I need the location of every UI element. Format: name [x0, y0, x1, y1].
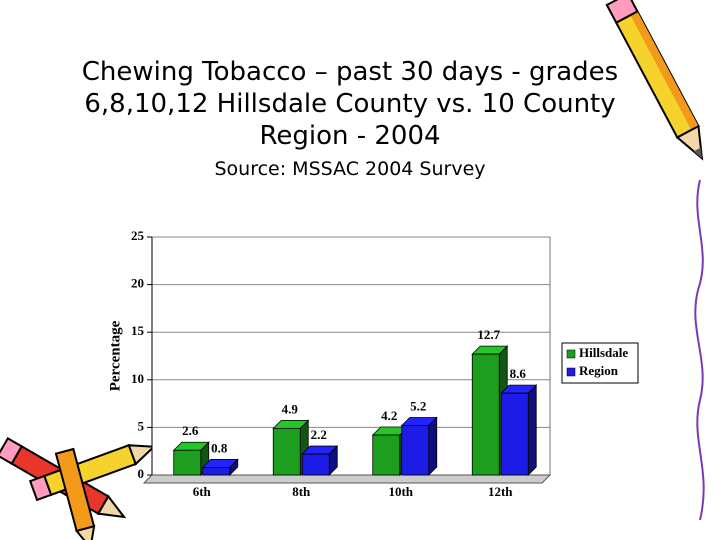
y-tick-label: 10: [131, 371, 144, 386]
bar: [471, 353, 500, 476]
y-tick-label: 20: [131, 276, 144, 291]
bar: [372, 434, 401, 476]
x-tick-label: 6th: [193, 484, 212, 499]
legend-swatch: [566, 349, 576, 359]
squiggle-decoration: [694, 179, 705, 521]
chart-subtitle: Source: MSSAC 2004 Survey: [214, 158, 486, 180]
value-label: 12.7: [477, 327, 500, 342]
value-label: 4.9: [282, 401, 299, 416]
value-label: 4.2: [381, 408, 397, 423]
x-tick-label: 8th: [292, 484, 311, 499]
bar: [301, 453, 330, 476]
value-label: 2.2: [311, 427, 327, 442]
bar-side: [527, 384, 537, 476]
y-tick-label: 5: [138, 418, 145, 433]
bar: [202, 466, 231, 476]
y-tick-label: 0: [138, 466, 145, 481]
legend-swatch: [566, 367, 576, 377]
bar: [401, 425, 430, 476]
bar-side: [428, 416, 438, 476]
bar: [173, 449, 202, 476]
x-tick-label: 10th: [388, 484, 413, 499]
chart-title: Chewing Tobacco – past 30 days - grades …: [81, 57, 619, 151]
legend-label: Region: [579, 363, 619, 378]
y-tick-label: 25: [131, 228, 145, 243]
bar: [272, 427, 301, 476]
floor: [142, 474, 552, 484]
legend-box: [561, 342, 639, 384]
value-label: 5.2: [410, 398, 426, 413]
value-label: 0.8: [211, 440, 228, 455]
y-axis-label: Percentage: [107, 320, 123, 391]
value-label: 2.6: [182, 423, 199, 438]
value-label: 8.6: [510, 366, 527, 381]
y-tick-label: 15: [131, 323, 145, 338]
legend-label: Hillsdale: [579, 345, 628, 360]
bar: [500, 392, 529, 476]
x-tick-label: 12th: [488, 484, 513, 499]
